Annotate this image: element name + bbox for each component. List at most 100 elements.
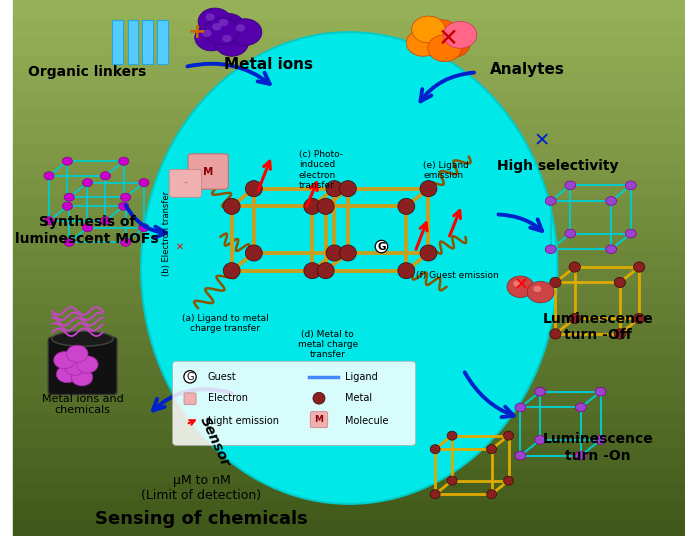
Bar (157, 20, 168, 64)
Ellipse shape (503, 431, 514, 440)
Circle shape (66, 345, 88, 362)
Bar (14, 0, 685, 18)
Text: Guest: Guest (208, 372, 236, 382)
Ellipse shape (51, 331, 114, 346)
Circle shape (195, 24, 228, 51)
Circle shape (412, 16, 445, 43)
Circle shape (513, 280, 521, 287)
Bar (142, 20, 153, 64)
Bar (14, 18, 685, 36)
FancyBboxPatch shape (310, 412, 327, 428)
Ellipse shape (550, 277, 561, 288)
Circle shape (198, 8, 232, 35)
Ellipse shape (569, 262, 580, 272)
Ellipse shape (634, 262, 645, 272)
Text: Organic linkers: Organic linkers (28, 65, 147, 79)
Ellipse shape (430, 490, 440, 498)
Text: Analytes: Analytes (490, 62, 565, 77)
Circle shape (428, 35, 462, 62)
Text: Sensing of chemicals: Sensing of chemicals (95, 510, 308, 528)
Bar (14, 143, 685, 161)
Ellipse shape (317, 263, 334, 279)
FancyBboxPatch shape (188, 154, 228, 189)
Circle shape (121, 193, 131, 202)
Circle shape (206, 13, 215, 21)
Bar (112, 20, 123, 64)
Text: µM to nM
(Limit of detection): µM to nM (Limit of detection) (141, 474, 262, 502)
Ellipse shape (245, 245, 262, 261)
Bar (14, 214, 685, 232)
Text: ✕: ✕ (176, 242, 184, 251)
Bar (14, 178, 685, 197)
Circle shape (205, 18, 238, 44)
Bar (14, 518, 685, 536)
Circle shape (215, 29, 249, 56)
Ellipse shape (550, 329, 561, 339)
FancyBboxPatch shape (184, 393, 196, 405)
Ellipse shape (317, 198, 334, 214)
FancyBboxPatch shape (173, 361, 416, 445)
Circle shape (625, 181, 636, 190)
Circle shape (595, 436, 606, 444)
Ellipse shape (398, 198, 414, 214)
Circle shape (119, 202, 129, 210)
Bar (14, 339, 685, 358)
Bar (14, 107, 685, 125)
Bar (14, 250, 685, 268)
Circle shape (100, 217, 110, 225)
Bar (14, 125, 685, 143)
FancyBboxPatch shape (169, 169, 201, 197)
Circle shape (82, 224, 92, 232)
Bar (14, 268, 685, 286)
Text: (d) Metal to
metal charge
transfer: (d) Metal to metal charge transfer (297, 330, 358, 360)
Circle shape (565, 229, 576, 238)
Circle shape (545, 245, 556, 254)
Bar (14, 411, 685, 429)
Text: (f) Guest emission: (f) Guest emission (416, 271, 499, 280)
Text: Metal ions and
chemicals: Metal ions and chemicals (42, 394, 123, 415)
Circle shape (64, 358, 86, 375)
Bar (14, 500, 685, 518)
Circle shape (533, 286, 541, 292)
Circle shape (139, 224, 149, 232)
Ellipse shape (141, 32, 558, 504)
Ellipse shape (486, 445, 497, 453)
Ellipse shape (569, 314, 580, 324)
Text: G: G (186, 372, 194, 382)
Bar (14, 36, 685, 54)
Ellipse shape (313, 392, 325, 404)
Circle shape (575, 403, 586, 412)
Text: (e) Ligand
emission: (e) Ligand emission (423, 161, 469, 180)
Circle shape (222, 35, 232, 42)
Ellipse shape (304, 263, 321, 279)
Circle shape (139, 178, 149, 187)
Text: Metal: Metal (345, 393, 372, 403)
Ellipse shape (326, 245, 343, 261)
Text: M: M (203, 167, 213, 176)
Circle shape (44, 217, 54, 225)
Text: (b) Electron transfer: (b) Electron transfer (162, 191, 171, 276)
Text: +: + (188, 22, 206, 42)
Ellipse shape (447, 431, 457, 440)
Circle shape (62, 157, 73, 165)
Circle shape (53, 352, 75, 369)
Text: Molecule: Molecule (345, 416, 388, 426)
Bar (14, 90, 685, 107)
Text: (a) Ligand to metal
charge transfer: (a) Ligand to metal charge transfer (182, 314, 269, 333)
Circle shape (82, 178, 92, 187)
Circle shape (535, 436, 545, 444)
Circle shape (236, 24, 245, 32)
Bar (14, 232, 685, 250)
Text: ✕: ✕ (514, 277, 529, 295)
Bar (14, 304, 685, 322)
Bar (14, 197, 685, 214)
Circle shape (44, 172, 54, 180)
Ellipse shape (339, 181, 356, 197)
Circle shape (565, 181, 576, 190)
Circle shape (121, 238, 131, 247)
Circle shape (507, 276, 534, 297)
Circle shape (212, 13, 245, 40)
Circle shape (625, 229, 636, 238)
Ellipse shape (614, 329, 625, 339)
Text: Luminescence
turn -On: Luminescence turn -On (543, 433, 653, 463)
